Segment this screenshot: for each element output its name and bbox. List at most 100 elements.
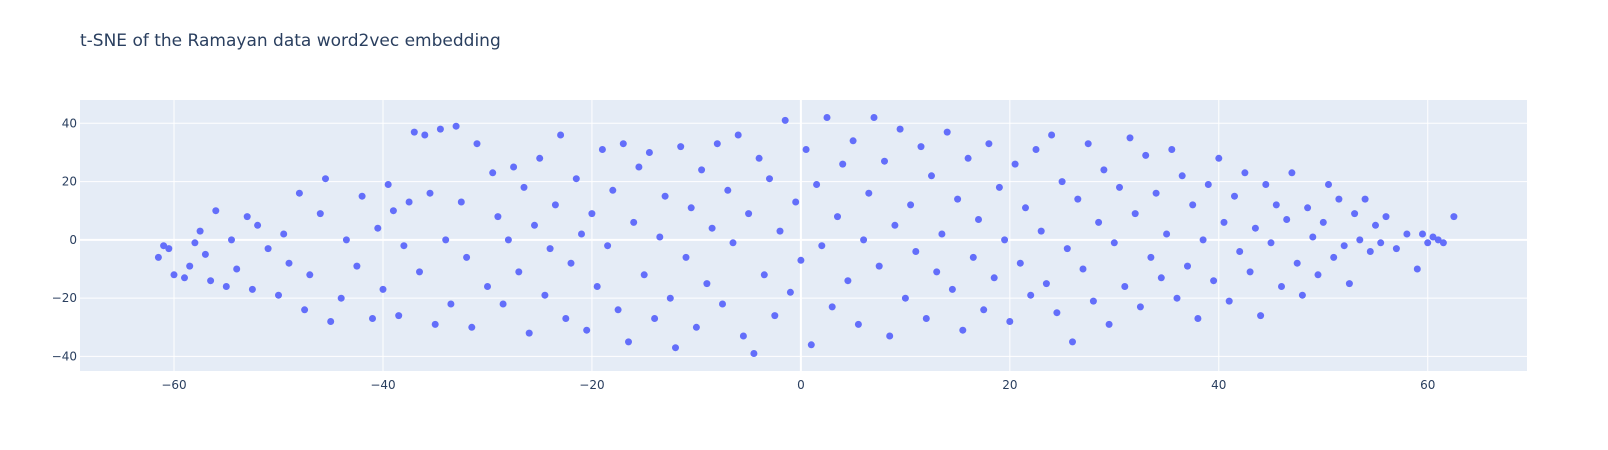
- data-point: [666, 294, 674, 302]
- data-point: [980, 306, 988, 314]
- data-point: [677, 143, 685, 151]
- data-point: [322, 175, 329, 183]
- data-point: [907, 201, 915, 209]
- data-point: [1309, 233, 1317, 241]
- data-point: [865, 189, 873, 197]
- data-point: [525, 329, 533, 337]
- data-point: [760, 271, 768, 279]
- data-point: [557, 131, 565, 139]
- data-point: [1298, 291, 1306, 299]
- data-point: [1142, 151, 1150, 159]
- data-point: [1288, 169, 1296, 177]
- data-point: [698, 166, 706, 174]
- data-point: [614, 306, 622, 314]
- data-point: [886, 332, 894, 340]
- data-point: [494, 213, 502, 221]
- data-point: [1251, 224, 1259, 232]
- data-point: [531, 221, 538, 229]
- data-point: [854, 320, 862, 328]
- data-point: [1361, 195, 1369, 203]
- data-point: [1403, 230, 1411, 238]
- data-point: [619, 140, 627, 148]
- data-point: [745, 210, 753, 218]
- data-point: [1157, 274, 1165, 282]
- data-point: [416, 268, 423, 276]
- data-point: [755, 154, 763, 162]
- data-point: [797, 256, 805, 264]
- data-point: [917, 143, 925, 151]
- data-point: [1100, 166, 1108, 174]
- data-point: [436, 125, 444, 133]
- data-point: [901, 294, 909, 302]
- y-tick-label: 0: [69, 233, 77, 247]
- data-point: [635, 163, 643, 171]
- data-point: [687, 204, 695, 212]
- data-point: [724, 186, 732, 194]
- data-point: [1110, 239, 1118, 247]
- data-point: [1293, 259, 1301, 267]
- data-point: [1042, 280, 1050, 288]
- data-point: [598, 146, 606, 153]
- data-point: [948, 285, 956, 293]
- data-point: [1262, 181, 1270, 188]
- data-point: [786, 288, 794, 296]
- data-point: [1278, 283, 1285, 290]
- data-point: [384, 181, 392, 188]
- data-point: [1136, 303, 1144, 311]
- data-point: [771, 312, 779, 320]
- data-point: [572, 175, 580, 183]
- data-point: [442, 236, 450, 244]
- data-point: [567, 259, 575, 267]
- data-point: [551, 201, 559, 209]
- chart-title: t-SNE of the Ramayan data word2vec embed…: [80, 31, 501, 51]
- data-point: [191, 239, 199, 247]
- data-point: [881, 157, 888, 165]
- data-point: [1001, 236, 1009, 244]
- data-point: [510, 163, 518, 171]
- data-point: [1267, 239, 1275, 247]
- data-point: [499, 300, 507, 308]
- data-point: [160, 242, 168, 250]
- data-point: [1330, 253, 1338, 261]
- data-point: [452, 122, 460, 130]
- data-point: [1116, 183, 1123, 191]
- data-point: [781, 116, 789, 124]
- data-point: [1053, 309, 1061, 317]
- data-point: [813, 181, 821, 188]
- data-point: [358, 192, 366, 200]
- data-point: [431, 320, 439, 328]
- data-point: [834, 213, 841, 221]
- data-point: [645, 149, 653, 156]
- x-tick-label: −20: [579, 378, 604, 392]
- data-point: [734, 131, 742, 139]
- data-point: [280, 230, 288, 238]
- data-point: [995, 183, 1003, 191]
- data-point: [1084, 140, 1092, 148]
- data-point: [489, 169, 497, 177]
- data-point: [922, 315, 930, 322]
- data-point: [154, 253, 162, 261]
- data-point: [1121, 283, 1129, 290]
- data-point: [536, 154, 544, 162]
- data-point: [264, 245, 272, 253]
- data-point: [959, 326, 967, 334]
- data-point: [447, 300, 455, 308]
- data-point: [1184, 262, 1191, 270]
- data-point: [1048, 131, 1056, 139]
- data-point: [1382, 213, 1390, 221]
- data-point: [468, 323, 476, 331]
- data-point: [170, 271, 178, 279]
- data-point: [389, 207, 397, 215]
- data-point: [400, 242, 408, 250]
- data-point: [1377, 239, 1385, 247]
- data-point: [212, 207, 220, 215]
- data-point: [640, 271, 648, 279]
- data-point: [1372, 221, 1379, 229]
- data-point: [875, 262, 883, 270]
- data-point: [719, 300, 726, 308]
- data-point: [729, 239, 737, 247]
- data-point: [295, 189, 303, 197]
- data-point: [504, 236, 512, 244]
- data-point: [1392, 245, 1400, 253]
